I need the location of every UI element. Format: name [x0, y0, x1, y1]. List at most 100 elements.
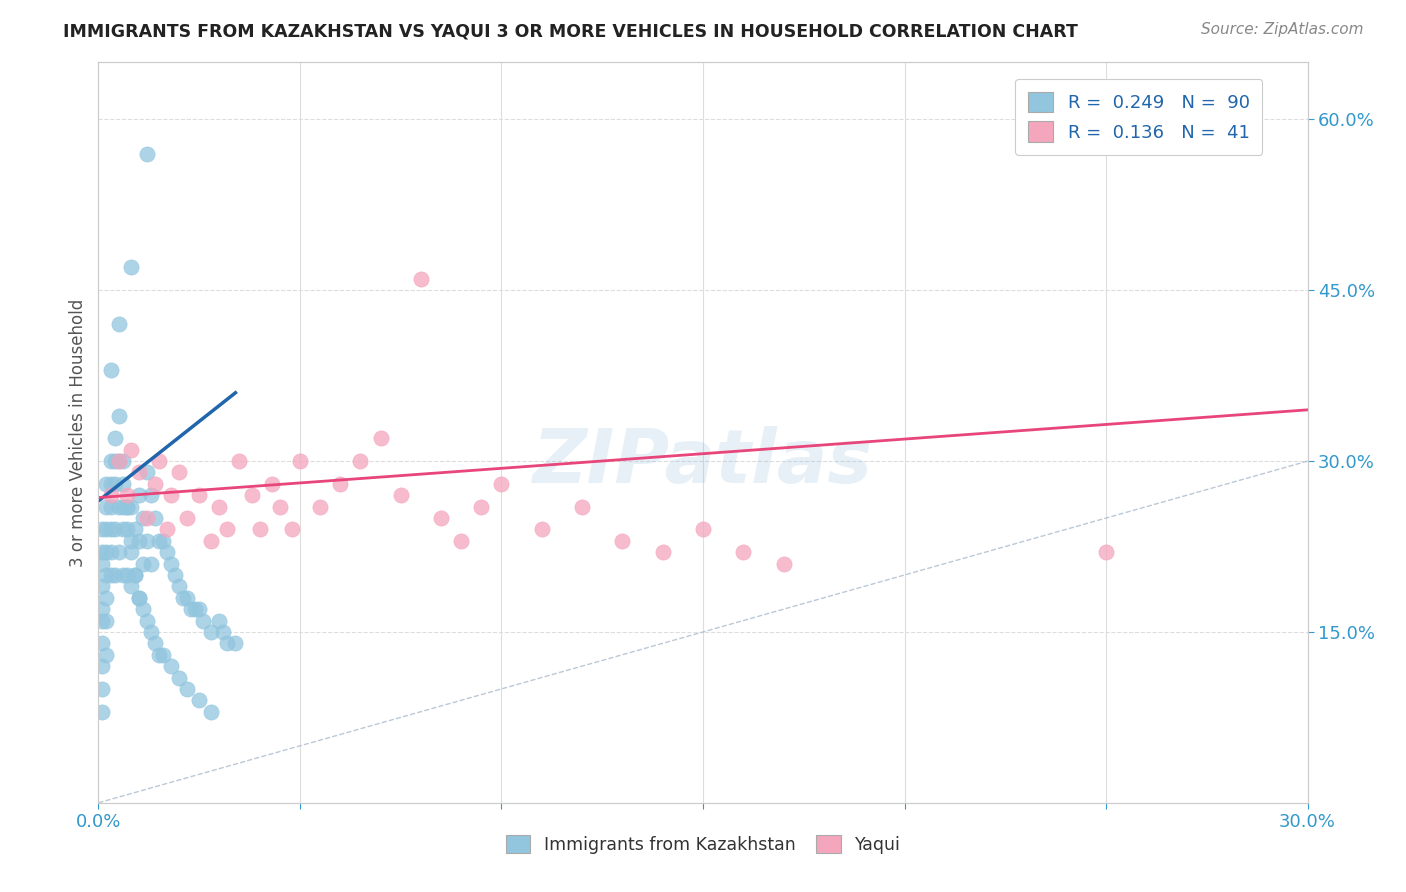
Point	[200, 624, 222, 639]
Point	[288, 454, 311, 468]
Point	[120, 442, 142, 457]
Point	[135, 146, 157, 161]
Point	[107, 454, 129, 468]
Point	[269, 500, 291, 514]
Point	[107, 545, 129, 559]
Point	[217, 523, 239, 537]
Point	[124, 568, 146, 582]
Point	[91, 614, 114, 628]
Point	[176, 681, 198, 696]
Point	[167, 671, 190, 685]
Point	[152, 648, 174, 662]
Point	[91, 659, 114, 673]
Point	[530, 523, 553, 537]
Point	[139, 557, 162, 571]
Text: ZIPatlas: ZIPatlas	[533, 425, 873, 499]
Point	[111, 500, 134, 514]
Point	[692, 523, 714, 537]
Point	[148, 454, 170, 468]
Point	[107, 454, 129, 468]
Point	[389, 488, 412, 502]
Point	[139, 624, 162, 639]
Point	[91, 545, 114, 559]
Point	[329, 476, 352, 491]
Point	[167, 466, 190, 480]
Point	[132, 557, 155, 571]
Point	[349, 454, 371, 468]
Point	[135, 614, 157, 628]
Point	[139, 488, 162, 502]
Point	[212, 624, 235, 639]
Point	[100, 363, 122, 377]
Point	[188, 602, 211, 616]
Point	[193, 614, 215, 628]
Point	[260, 476, 283, 491]
Point	[103, 431, 125, 445]
Point	[571, 500, 593, 514]
Point	[135, 533, 157, 548]
Point	[148, 533, 170, 548]
Point	[281, 523, 304, 537]
Point	[120, 533, 142, 548]
Point	[103, 568, 125, 582]
Point	[96, 500, 118, 514]
Point	[100, 568, 122, 582]
Point	[132, 602, 155, 616]
Point	[156, 545, 179, 559]
Point	[91, 579, 114, 593]
Point	[103, 476, 125, 491]
Point	[240, 488, 263, 502]
Point	[172, 591, 194, 605]
Point	[470, 500, 492, 514]
Point	[160, 488, 183, 502]
Point	[612, 533, 634, 548]
Point	[100, 500, 122, 514]
Point	[167, 579, 190, 593]
Point	[188, 693, 211, 707]
Point	[143, 476, 166, 491]
Point	[160, 659, 183, 673]
Point	[491, 476, 513, 491]
Point	[128, 533, 150, 548]
Point	[188, 488, 211, 502]
Point	[107, 318, 129, 332]
Point	[96, 523, 118, 537]
Point	[124, 523, 146, 537]
Point	[163, 568, 186, 582]
Point	[91, 523, 114, 537]
Point	[135, 466, 157, 480]
Point	[100, 523, 122, 537]
Point	[115, 568, 138, 582]
Point	[120, 500, 142, 514]
Point	[128, 591, 150, 605]
Point	[176, 591, 198, 605]
Y-axis label: 3 or more Vehicles in Household: 3 or more Vehicles in Household	[69, 299, 87, 566]
Point	[96, 614, 118, 628]
Point	[430, 511, 453, 525]
Point	[124, 568, 146, 582]
Point	[200, 533, 222, 548]
Point	[143, 511, 166, 525]
Point	[160, 557, 183, 571]
Point	[148, 648, 170, 662]
Point	[91, 681, 114, 696]
Point	[450, 533, 472, 548]
Point	[224, 636, 246, 650]
Point	[103, 523, 125, 537]
Text: Source: ZipAtlas.com: Source: ZipAtlas.com	[1201, 22, 1364, 37]
Point	[91, 705, 114, 719]
Point	[111, 454, 134, 468]
Point	[128, 591, 150, 605]
Point	[409, 272, 432, 286]
Point	[132, 511, 155, 525]
Point	[100, 476, 122, 491]
Point	[120, 260, 142, 275]
Point	[228, 454, 250, 468]
Point	[91, 557, 114, 571]
Point	[100, 454, 122, 468]
Point	[115, 500, 138, 514]
Point	[115, 488, 138, 502]
Point	[208, 614, 231, 628]
Legend: Immigrants from Kazakhstan, Yaqui: Immigrants from Kazakhstan, Yaqui	[499, 828, 907, 861]
Point	[217, 636, 239, 650]
